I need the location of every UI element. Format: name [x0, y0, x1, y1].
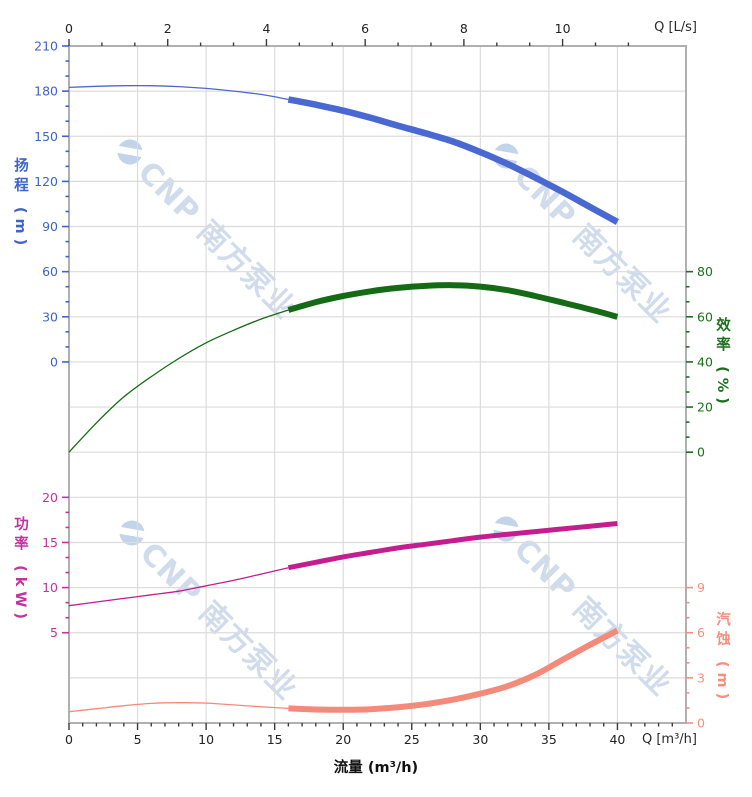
- bottom-axis-tick-label: 5: [134, 732, 142, 747]
- bottom-axis-title: 流量 (m³/h): [333, 760, 419, 776]
- head-axis-title: 扬程 (m): [12, 157, 28, 251]
- bottom-axis-tick-label: 35: [541, 732, 557, 747]
- efficiency-curve-bold-segment: [287, 282, 619, 320]
- npsh-curve-thin-segment: [68, 702, 289, 713]
- npsh-axis-title: 汽蚀 (m): [714, 611, 730, 705]
- bottom-axis-unit-label: Q [m³/h]: [641, 732, 697, 747]
- power-axis-tick-label: 5: [50, 625, 58, 640]
- head-curve: [68, 84, 619, 225]
- head-axis-tick-label: 30: [42, 309, 58, 324]
- npsh-curve: [68, 627, 619, 713]
- power-axis-tick-label: 20: [42, 490, 58, 505]
- bottom-axis-tick-label: 25: [404, 732, 420, 747]
- npsh-axis-tick-label: 9: [697, 580, 705, 595]
- efficiency-axis: 80 60 40 20 0: [686, 264, 713, 460]
- npsh-axis: 9 6 3 0: [686, 580, 705, 731]
- top-axis-tick-label: 0: [65, 21, 73, 36]
- head-axis-tick-label: 210: [34, 39, 58, 54]
- bottom-axis: 0 5 10 15 20 25 30 35 40: [65, 723, 673, 747]
- top-axis-tick-label: 2: [164, 21, 172, 36]
- npsh-axis-tick-label: 0: [697, 716, 705, 731]
- power-axis: 20 15 10 5: [42, 490, 69, 640]
- efficiency-axis-title: 效率 (%): [714, 317, 730, 409]
- efficiency-axis-tick-label: 40: [697, 354, 713, 369]
- cnp-logo-icon: [115, 520, 149, 546]
- cnp-logo-icon: [113, 139, 147, 165]
- head-axis-tick-label: 120: [34, 174, 58, 189]
- gridlines: [69, 46, 686, 723]
- efficiency-axis-tick-label: 80: [697, 264, 713, 279]
- npsh-curve-bold-segment: [288, 627, 619, 713]
- efficiency-curve-thin-segment: [68, 309, 289, 453]
- watermark-text: CNP 南方泵业: [131, 155, 303, 327]
- plot-border: [68, 45, 687, 724]
- bottom-axis-tick-label: 0: [65, 732, 73, 747]
- watermark-text: CNP 南方泵业: [133, 536, 305, 708]
- top-axis: 0 2 4 6 8 10: [65, 21, 630, 46]
- head-axis-tick-label: 180: [34, 84, 58, 99]
- power-axis-tick-label: 10: [42, 580, 58, 595]
- head-axis-tick-label: 90: [42, 219, 58, 234]
- top-axis-tick-label: 6: [361, 21, 369, 36]
- head-axis-tick-label: 0: [50, 354, 58, 369]
- bottom-axis-tick-label: 40: [609, 732, 625, 747]
- npsh-axis-tick-label: 6: [697, 625, 705, 640]
- head-axis-tick-label: 150: [34, 129, 58, 144]
- head-axis: 210 180 150 120 90 60 30 0: [34, 39, 69, 369]
- power-curve-thin-segment: [68, 567, 289, 607]
- efficiency-axis-tick-label: 0: [697, 445, 705, 460]
- power-curve-bold-segment: [287, 521, 618, 571]
- top-axis-tick-label: 4: [262, 21, 270, 36]
- bottom-axis-tick-label: 30: [472, 732, 488, 747]
- power-curve: [68, 521, 618, 607]
- top-axis-unit-label: Q [L/s]: [654, 20, 697, 35]
- bottom-axis-tick-label: 20: [335, 732, 351, 747]
- head-curve-thin-segment: [68, 84, 289, 101]
- efficiency-axis-tick-label: 60: [697, 309, 713, 324]
- watermark-text: CNP 南方泵业: [507, 159, 679, 331]
- head-curve-bold-segment: [287, 96, 619, 225]
- top-axis-tick-label: 8: [460, 21, 468, 36]
- efficiency-axis-tick-label: 20: [697, 400, 713, 415]
- top-axis-tick-label: 10: [555, 21, 571, 36]
- npsh-axis-tick-label: 3: [697, 670, 705, 685]
- bottom-axis-tick-label: 10: [198, 732, 214, 747]
- power-axis-tick-label: 15: [42, 535, 58, 550]
- power-axis-title: 功率 (kW): [12, 516, 28, 624]
- watermark: CNP 南方泵业: [113, 139, 303, 327]
- head-axis-tick-label: 60: [42, 264, 58, 279]
- bottom-axis-tick-label: 15: [267, 732, 283, 747]
- efficiency-curve: [68, 282, 619, 453]
